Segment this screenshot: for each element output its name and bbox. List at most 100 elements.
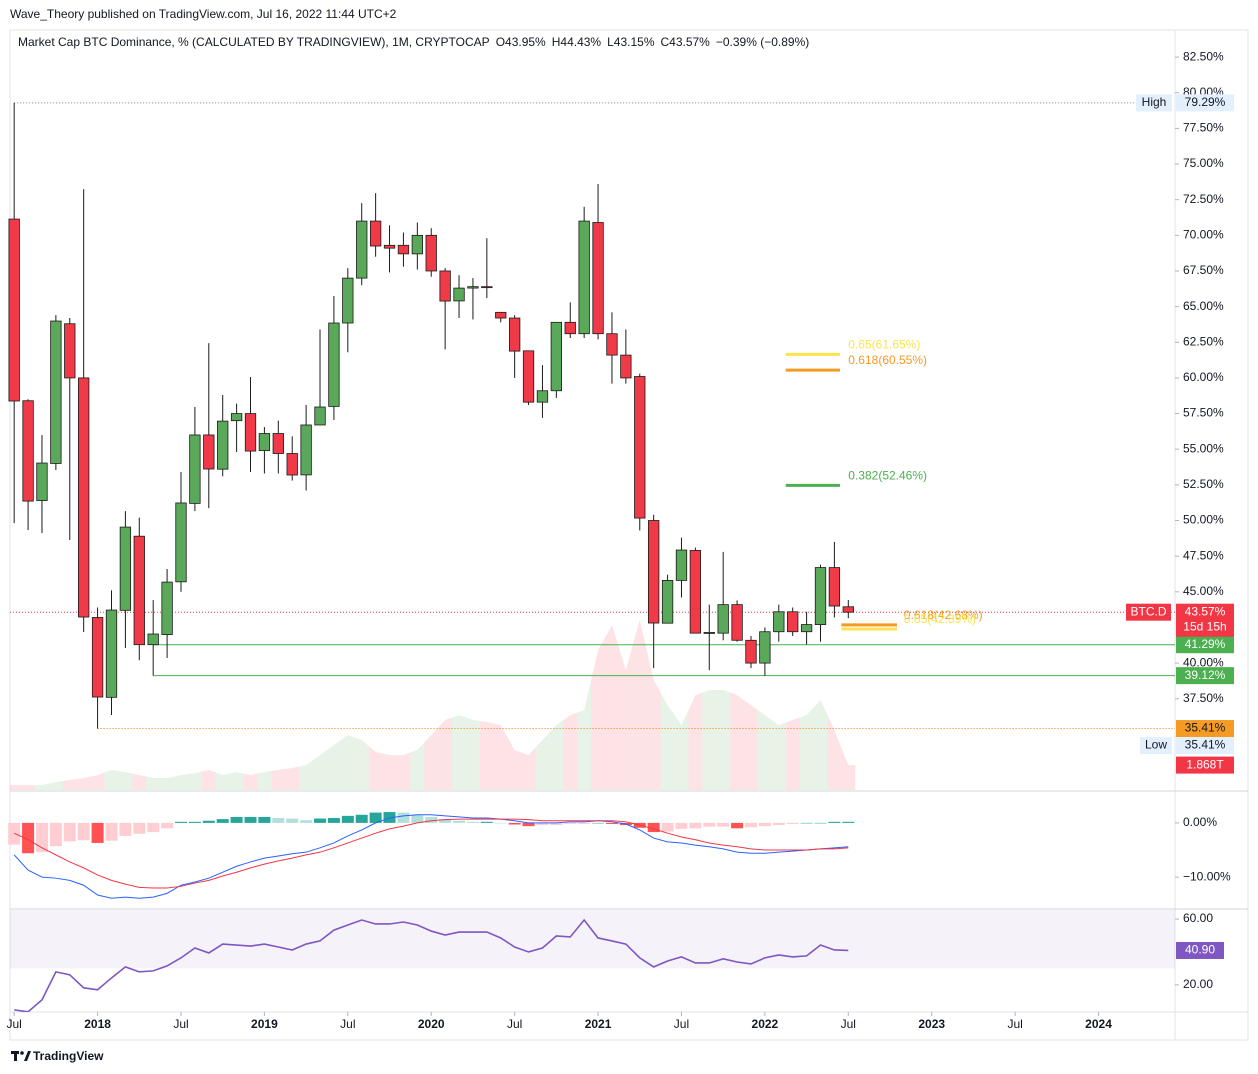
macd-histogram-bar: [578, 822, 591, 824]
low-tag-bg: [1176, 737, 1234, 755]
y-tick-label: 52.50%: [1183, 477, 1224, 491]
x-tick-label: 2022: [752, 1017, 779, 1031]
macd-histogram-bar: [731, 822, 744, 829]
volume-area: [771, 720, 786, 790]
volume-area: [132, 773, 147, 790]
candle-body: [731, 604, 743, 641]
x-tick-label: 2020: [418, 1017, 445, 1031]
macd-histogram-bar: [842, 821, 855, 823]
volume-area: [271, 769, 286, 790]
x-tick-label: 2019: [251, 1017, 278, 1031]
volume-area: [632, 620, 647, 790]
macd-tick-label: −10.00%: [1183, 869, 1231, 883]
candle-body: [119, 526, 132, 611]
macd-histogram-bar: [480, 821, 493, 823]
candle-body: [828, 567, 841, 607]
candle-body: [717, 604, 729, 634]
macd-histogram-bar: [286, 818, 299, 823]
candle-body: [522, 350, 535, 403]
y-tick-label: 55.00%: [1183, 441, 1224, 455]
legend: Market Cap BTC Dominance, % (CALCULATED …: [18, 35, 809, 49]
level-tag-name-bg: [1136, 94, 1172, 112]
candle-body: [397, 244, 410, 255]
macd-histogram-bar: [661, 822, 674, 832]
volume-area: [90, 772, 105, 790]
candle-body: [634, 376, 646, 519]
candle-body: [508, 317, 521, 352]
macd-histogram-bar: [119, 822, 132, 836]
volume-area: [299, 760, 314, 790]
macd-histogram-bar: [133, 822, 146, 834]
macd-line: [13, 814, 849, 899]
candle-body: [842, 606, 854, 613]
macd-histogram-bar: [314, 818, 327, 823]
candle-body: [272, 433, 284, 454]
legend-close: C43.57%: [660, 35, 710, 49]
level-tag: 41.29%: [1185, 637, 1226, 651]
volume-area: [702, 690, 717, 790]
macd-histogram-bar: [327, 818, 340, 823]
volume-area: [605, 625, 619, 790]
volume-area: [174, 774, 188, 790]
candle-body: [78, 377, 90, 618]
macd-histogram-bar: [647, 822, 660, 833]
candle-body: [606, 333, 618, 356]
y-tick-label: 72.50%: [1183, 192, 1224, 206]
candle-body: [230, 413, 243, 422]
candle-body: [467, 286, 479, 289]
volume-area: [326, 740, 341, 790]
candle-body: [661, 579, 674, 624]
volume-area: [257, 771, 272, 790]
macd-histogram-bar: [703, 822, 716, 827]
macd-histogram-bar: [453, 820, 466, 823]
candle-body: [8, 218, 20, 402]
candle-body: [759, 631, 771, 664]
level-tag: 35.41%: [1185, 721, 1226, 735]
candle-body: [773, 611, 785, 633]
y-tick-label: 70.00%: [1183, 228, 1224, 242]
candle-body: [648, 520, 660, 624]
y-tick-label: 67.50%: [1183, 263, 1224, 277]
macd-histogram-bar: [63, 822, 76, 842]
legend-high: H44.43%: [552, 35, 602, 49]
candle-body: [703, 632, 715, 634]
x-tick-label: 2021: [585, 1017, 612, 1031]
macd-histogram-bar: [717, 822, 730, 827]
macd-histogram-bar: [300, 820, 313, 823]
volume-area: [452, 715, 466, 790]
candle-body: [356, 220, 368, 279]
last-price-tag: 43.57%: [1185, 604, 1226, 618]
level-tag-bg: [1176, 667, 1234, 685]
symbol-tag: BTC.D: [1131, 604, 1167, 618]
y-tick-label: 50.00%: [1183, 513, 1224, 527]
macd-histogram-bar: [355, 814, 368, 823]
volume-area: [813, 700, 828, 790]
legend-title: Market Cap BTC Dominance, % (CALCULATED …: [18, 35, 490, 49]
macd-histogram-bar: [786, 822, 799, 824]
candle-body: [258, 433, 271, 452]
volume-area: [841, 747, 856, 790]
volume-area: [368, 746, 383, 790]
macd-histogram-bar: [536, 822, 549, 826]
macd-histogram-bar: [230, 816, 243, 823]
candle-body: [620, 354, 632, 379]
signal-line: [13, 818, 849, 889]
volume-area: [35, 783, 49, 790]
volume-area: [716, 690, 731, 790]
candle-body: [453, 287, 465, 302]
rsi-tag-bg: [1176, 941, 1224, 959]
macd-histogram-bar: [272, 818, 285, 823]
macd-histogram-bar: [814, 822, 827, 824]
volume-area: [410, 742, 425, 790]
macd-histogram-bar: [341, 815, 354, 823]
macd-tick-label: 0.00%: [1183, 815, 1217, 829]
volume-area: [618, 645, 633, 790]
candle-body: [314, 406, 326, 426]
volume-area: [577, 680, 592, 790]
macd-histogram-bar: [22, 822, 35, 854]
volume-area: [479, 721, 494, 790]
candle-body: [189, 434, 201, 504]
volume-area: [438, 717, 453, 790]
legend-low: L43.15%: [607, 35, 655, 49]
y-tick-label: 57.50%: [1183, 406, 1224, 420]
